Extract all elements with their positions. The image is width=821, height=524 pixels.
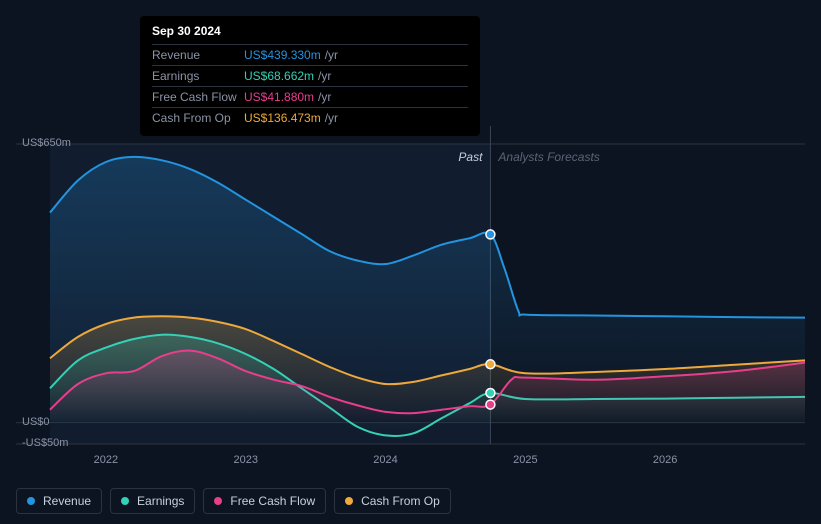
legend-label: Revenue <box>43 494 91 508</box>
legend-dot-icon <box>121 497 129 505</box>
tooltip-row: Cash From OpUS$136.473m/yr <box>152 107 468 128</box>
x-axis-label: 2022 <box>94 454 118 466</box>
past-label: Past <box>458 150 482 164</box>
tooltip-metric-unit: /yr <box>318 90 331 104</box>
tooltip-metric-value: US$136.473m <box>244 111 321 125</box>
tooltip-metric-label: Earnings <box>152 69 244 83</box>
y-axis-label: -US$50m <box>22 437 68 449</box>
x-axis-label: 2023 <box>233 454 257 466</box>
chart-tooltip: Sep 30 2024 RevenueUS$439.330m/yrEarning… <box>140 16 480 136</box>
tooltip-metric-value: US$41.880m <box>244 90 314 104</box>
x-axis-label: 2024 <box>373 454 397 466</box>
tooltip-metric-label: Revenue <box>152 48 244 62</box>
tooltip-metric-value: US$439.330m <box>244 48 321 62</box>
tooltip-metric-label: Free Cash Flow <box>152 90 244 104</box>
chart-legend: Revenue Earnings Free Cash Flow Cash From O… <box>16 488 451 514</box>
forecast-label: Analysts Forecasts <box>498 150 599 164</box>
x-axis-label: 2025 <box>513 454 537 466</box>
legend-dot-icon <box>214 497 222 505</box>
tooltip-metric-unit: /yr <box>325 111 338 125</box>
legend-item-revenue[interactable]: Revenue <box>16 488 102 514</box>
tooltip-row: EarningsUS$68.662m/yr <box>152 65 468 86</box>
legend-item-earnings[interactable]: Earnings <box>110 488 195 514</box>
legend-label: Cash From Op <box>361 494 440 508</box>
tooltip-date: Sep 30 2024 <box>152 24 468 42</box>
x-axis-label: 2026 <box>653 454 677 466</box>
legend-dot-icon <box>345 497 353 505</box>
legend-item-fcf[interactable]: Free Cash Flow <box>203 488 326 514</box>
legend-label: Free Cash Flow <box>230 494 315 508</box>
tooltip-metric-value: US$68.662m <box>244 69 314 83</box>
tooltip-metric-label: Cash From Op <box>152 111 244 125</box>
financials-chart: US$650mUS$0-US$50m 20222023202420252026 … <box>16 126 805 476</box>
legend-label: Earnings <box>137 494 184 508</box>
legend-item-cash_from_op[interactable]: Cash From Op <box>334 488 451 514</box>
tooltip-metric-unit: /yr <box>318 69 331 83</box>
y-axis-label: US$650m <box>22 137 71 149</box>
y-axis-label: US$0 <box>22 416 50 428</box>
tooltip-row: Free Cash FlowUS$41.880m/yr <box>152 86 468 107</box>
tooltip-metric-unit: /yr <box>325 48 338 62</box>
tooltip-row: RevenueUS$439.330m/yr <box>152 44 468 65</box>
legend-dot-icon <box>27 497 35 505</box>
